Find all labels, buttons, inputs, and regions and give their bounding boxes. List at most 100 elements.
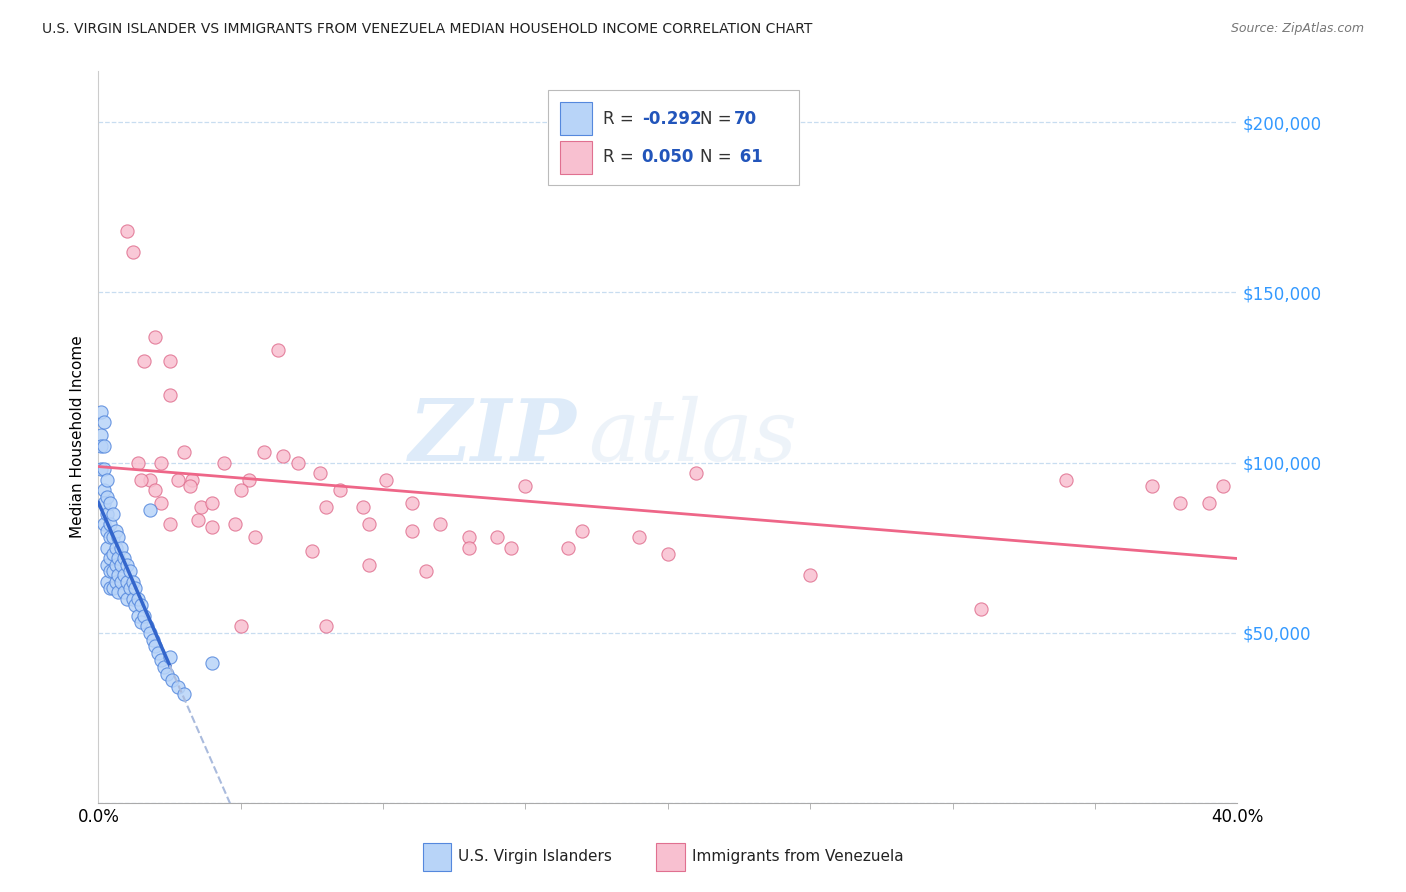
Point <box>96 558 118 572</box>
Point <box>243 531 266 545</box>
Point <box>93 439 115 453</box>
Point <box>93 462 115 476</box>
Point <box>267 343 290 358</box>
Point <box>138 625 160 640</box>
Point <box>93 483 115 497</box>
Text: R =: R = <box>603 148 638 166</box>
Point <box>153 659 176 673</box>
Point <box>173 687 195 701</box>
Point <box>124 582 146 596</box>
Point <box>159 353 181 368</box>
Text: U.S. VIRGIN ISLANDER VS IMMIGRANTS FROM VENEZUELA MEDIAN HOUSEHOLD INCOME CORREL: U.S. VIRGIN ISLANDER VS IMMIGRANTS FROM … <box>42 22 813 37</box>
Point <box>457 531 479 545</box>
Point <box>110 558 132 572</box>
Point <box>132 353 155 368</box>
Point <box>315 500 337 514</box>
Text: Immigrants from Venezuela: Immigrants from Venezuela <box>692 848 904 863</box>
Point <box>124 599 146 613</box>
Point <box>141 632 163 647</box>
Point <box>121 574 143 589</box>
FancyBboxPatch shape <box>560 102 592 135</box>
Point <box>96 490 118 504</box>
Point <box>252 445 274 459</box>
Point <box>127 456 149 470</box>
Point <box>201 657 224 671</box>
Point <box>557 541 579 555</box>
Point <box>287 456 309 470</box>
Point <box>159 387 181 401</box>
Point <box>181 473 204 487</box>
Text: 61: 61 <box>734 148 762 166</box>
Point <box>118 582 141 596</box>
Point <box>104 574 127 589</box>
Point <box>115 224 138 238</box>
Point <box>145 329 167 343</box>
Point <box>129 599 152 613</box>
Point <box>98 550 121 565</box>
Point <box>486 531 509 545</box>
FancyBboxPatch shape <box>548 90 799 185</box>
Point <box>127 591 149 606</box>
Point <box>501 541 523 555</box>
Point <box>98 565 121 579</box>
Point <box>90 404 112 418</box>
Text: U.S. Virgin Islanders: U.S. Virgin Islanders <box>458 848 612 863</box>
Point <box>107 585 129 599</box>
Point <box>415 565 437 579</box>
Point <box>162 673 184 688</box>
Point <box>129 615 152 630</box>
Point <box>104 524 127 538</box>
Point <box>110 574 132 589</box>
Point <box>273 449 295 463</box>
Point <box>145 640 167 654</box>
Point <box>148 646 170 660</box>
Point <box>98 516 121 531</box>
Point <box>187 513 209 527</box>
Point <box>132 608 155 623</box>
Point <box>135 619 157 633</box>
Text: N =: N = <box>700 110 737 128</box>
Point <box>101 531 124 545</box>
Point <box>201 496 224 510</box>
Point <box>121 244 143 259</box>
Point <box>167 473 190 487</box>
Point <box>329 483 352 497</box>
Text: R =: R = <box>603 110 638 128</box>
Point <box>150 496 173 510</box>
Point <box>150 653 173 667</box>
Point <box>112 550 135 565</box>
Point <box>104 541 127 555</box>
Point <box>115 591 138 606</box>
Point <box>1198 496 1220 510</box>
Point <box>96 507 118 521</box>
Point <box>145 483 167 497</box>
Y-axis label: Median Household Income: Median Household Income <box>69 335 84 539</box>
Point <box>375 473 398 487</box>
Point <box>352 500 374 514</box>
Point <box>96 541 118 555</box>
Point <box>515 479 537 493</box>
Point <box>101 548 124 562</box>
Point <box>90 439 112 453</box>
Point <box>1170 496 1192 510</box>
Point <box>96 574 118 589</box>
Point <box>118 565 141 579</box>
Point <box>657 548 679 562</box>
Text: -0.292: -0.292 <box>641 110 702 128</box>
Point <box>129 473 152 487</box>
Point <box>357 558 380 572</box>
Point <box>101 565 124 579</box>
Point <box>229 619 252 633</box>
Point <box>309 466 332 480</box>
Point <box>173 445 195 459</box>
Point <box>628 531 651 545</box>
Point <box>159 516 181 531</box>
Text: Source: ZipAtlas.com: Source: ZipAtlas.com <box>1230 22 1364 36</box>
Point <box>190 500 212 514</box>
Point <box>315 619 337 633</box>
FancyBboxPatch shape <box>657 843 685 871</box>
Point <box>98 531 121 545</box>
Point <box>301 544 323 558</box>
Point <box>90 428 112 442</box>
Point <box>107 550 129 565</box>
